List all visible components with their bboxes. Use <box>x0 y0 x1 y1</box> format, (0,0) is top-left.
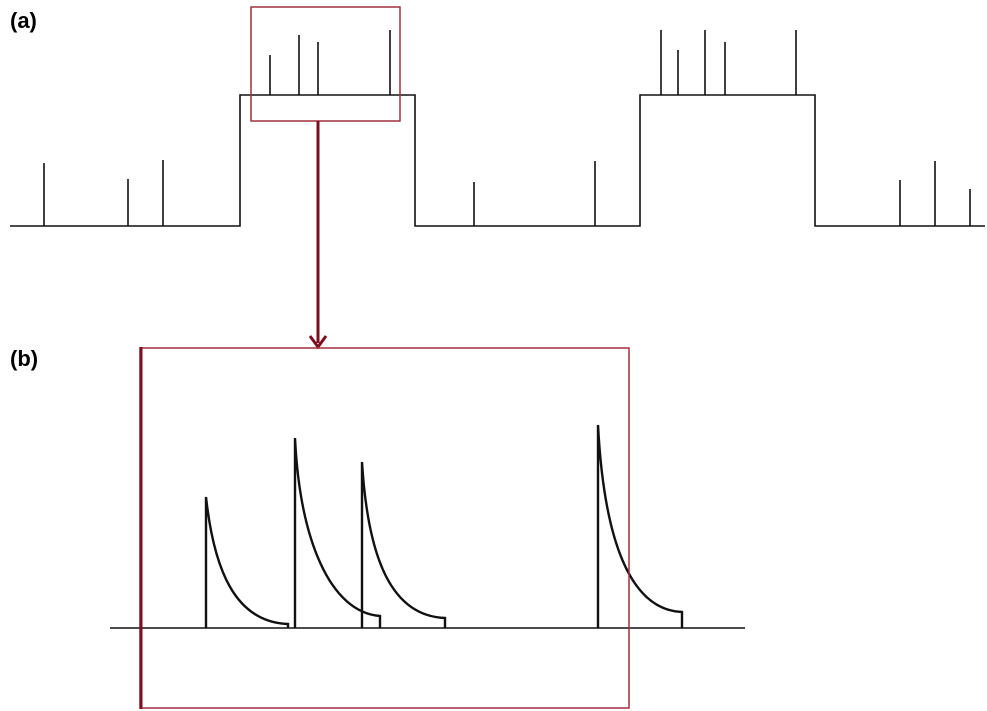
zoomed-traces <box>110 424 745 629</box>
zoom-frame <box>139 347 630 709</box>
zoom-box <box>250 6 401 122</box>
spike-train <box>10 30 985 227</box>
panel-label: (a) <box>10 8 37 33</box>
panel-label: (b) <box>10 346 38 371</box>
zoom-arrow <box>308 121 328 350</box>
